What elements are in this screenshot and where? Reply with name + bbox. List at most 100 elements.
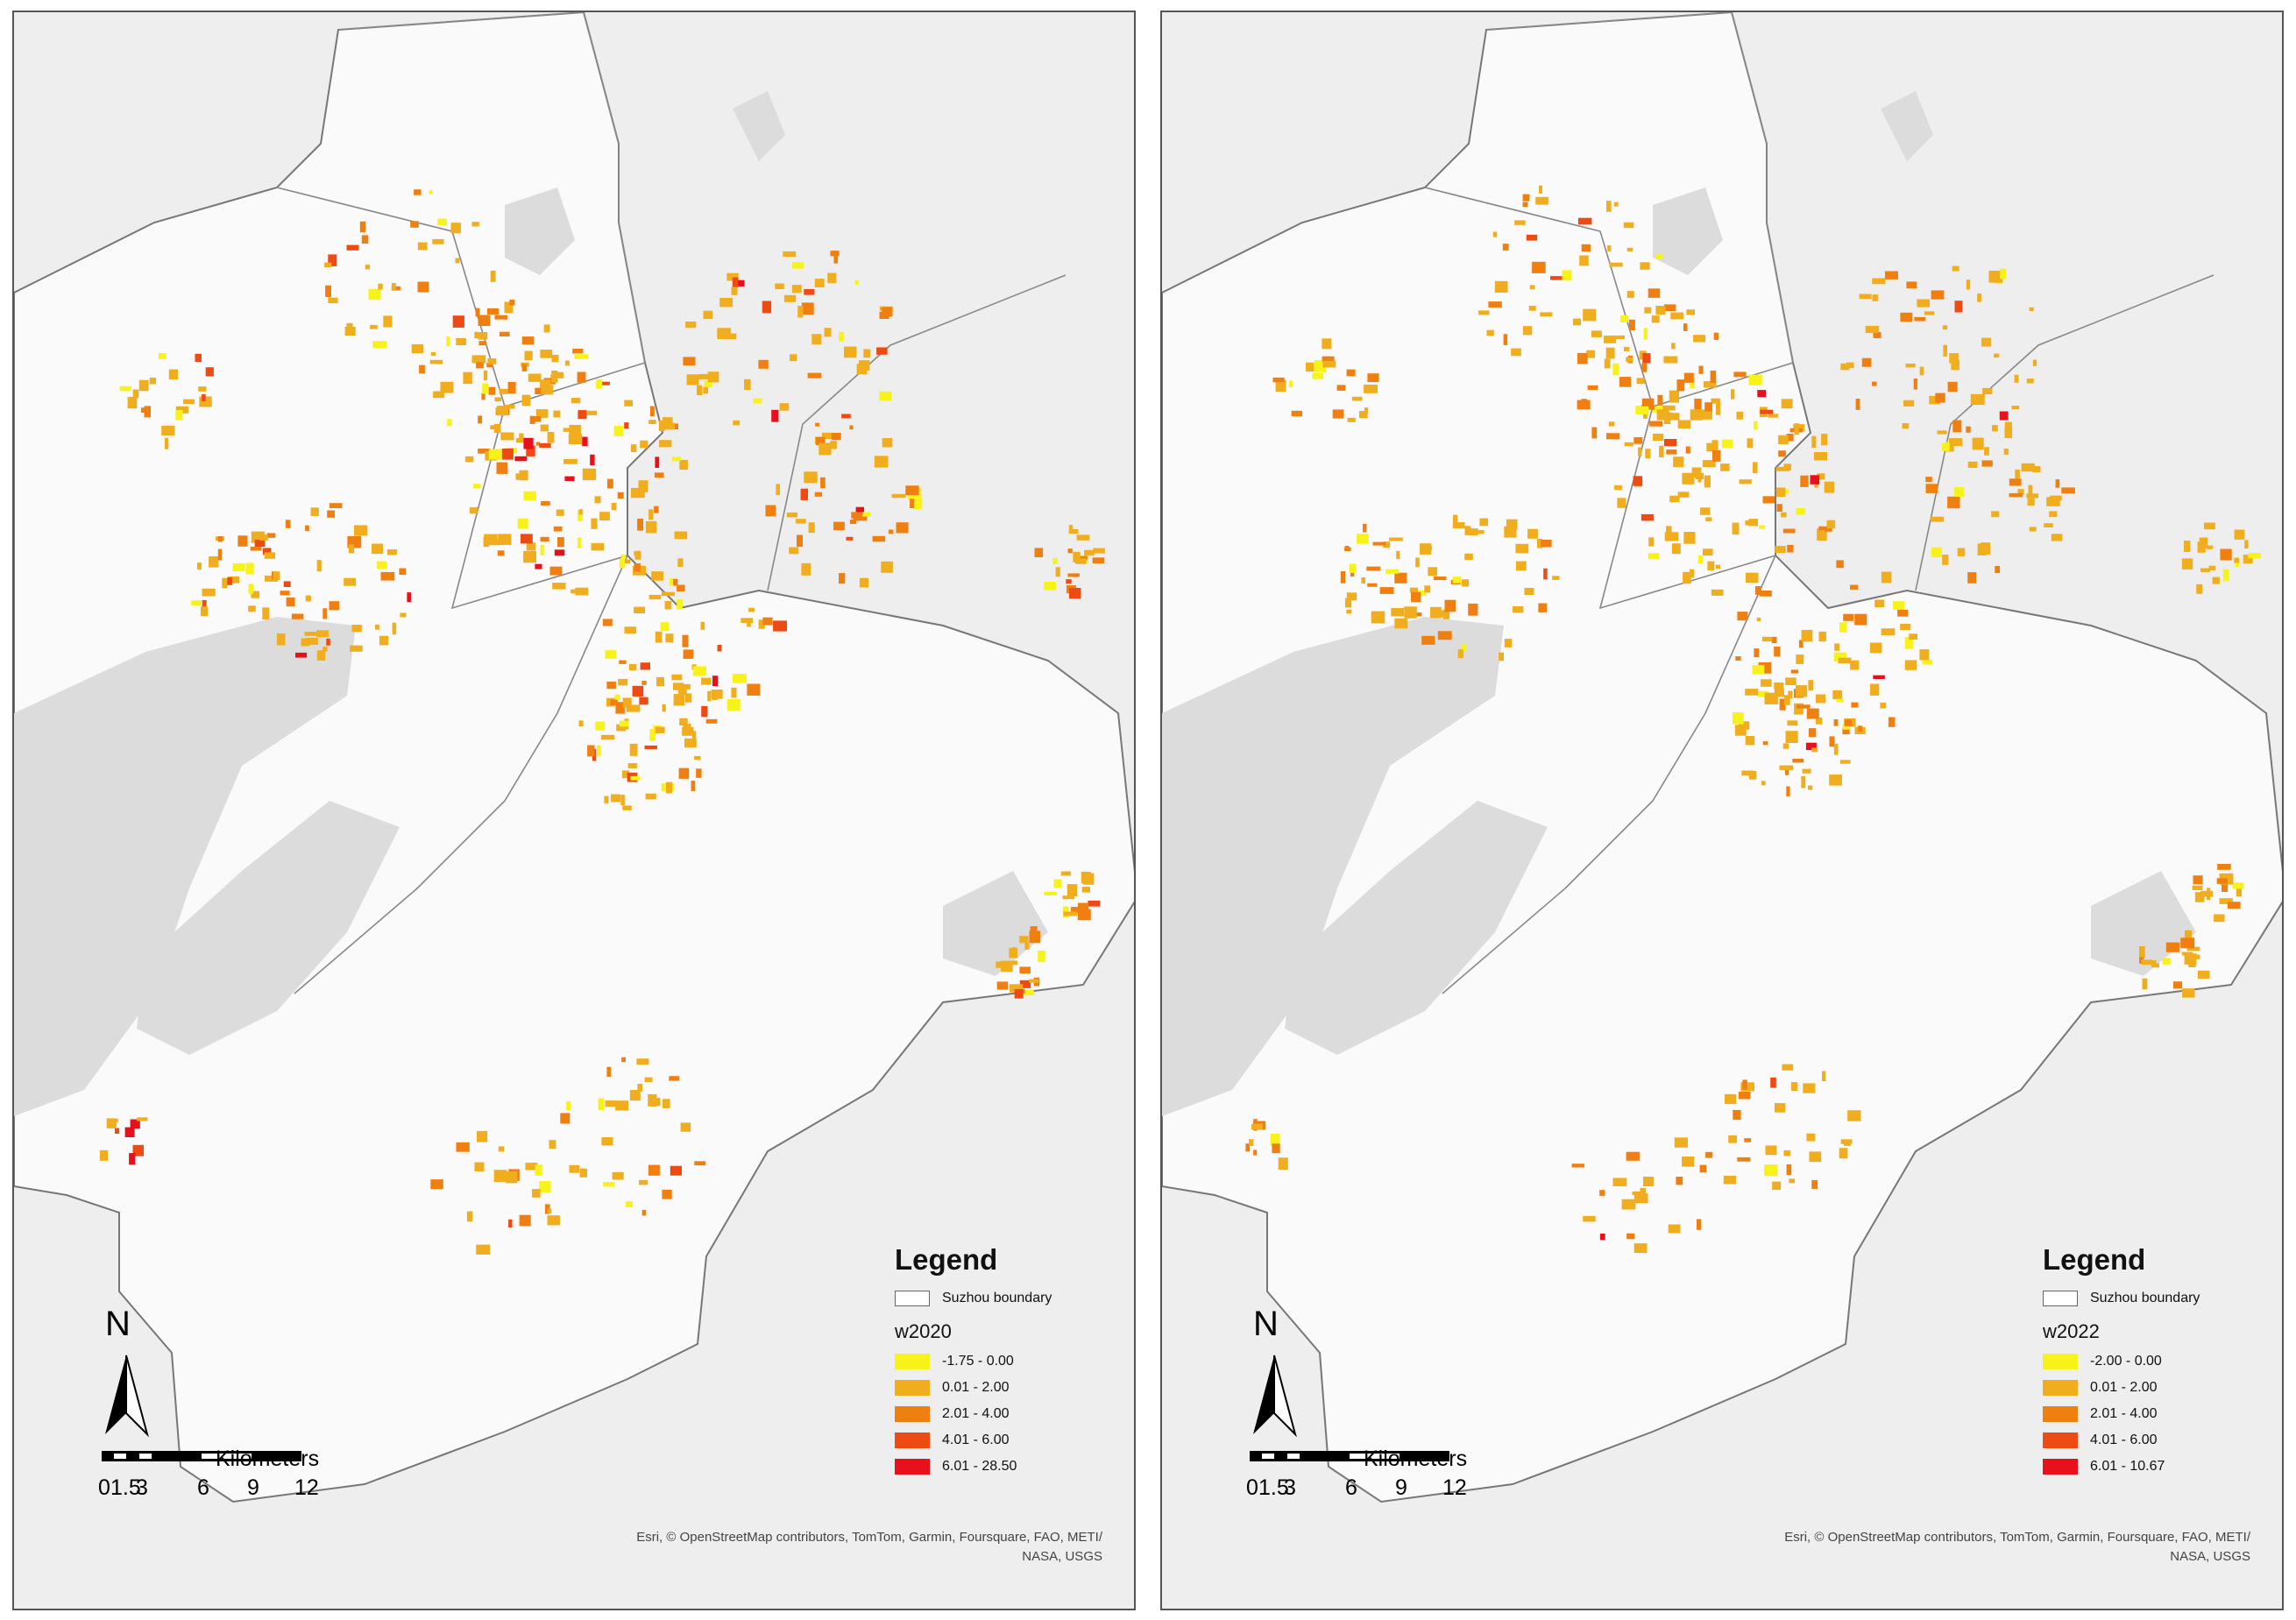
- parcel: [1038, 951, 1045, 963]
- parcel: [644, 1077, 653, 1083]
- parcel: [1741, 770, 1754, 776]
- parcel: [996, 961, 1010, 968]
- parcel: [1821, 434, 1828, 446]
- parcel: [1745, 736, 1755, 746]
- parcel: [833, 521, 845, 531]
- parcel: [535, 563, 542, 569]
- parcel: [430, 351, 436, 357]
- north-arrow-icon: N: [95, 1305, 156, 1445]
- parcel: [2028, 485, 2033, 496]
- parcel: [578, 509, 583, 521]
- map-canvas[interactable]: [1162, 12, 2284, 1610]
- parcel: [1764, 1164, 1778, 1177]
- parcel: [2192, 885, 2203, 890]
- parcel: [1604, 336, 1617, 343]
- parcel: [853, 512, 868, 521]
- parcel: [1606, 201, 1612, 212]
- parcel: [1669, 495, 1680, 503]
- parcel: [846, 536, 854, 541]
- parcel: [1683, 532, 1696, 544]
- map-panel-2022[interactable]: Legend Suzhou boundary w2022 -2.00 - 0.0…: [1160, 11, 2284, 1610]
- parcel: [1757, 390, 1766, 398]
- parcel: [1245, 1143, 1251, 1152]
- parcel: [1083, 873, 1095, 885]
- parcel: [547, 1208, 552, 1213]
- parcel: [1782, 1064, 1794, 1071]
- parcel: [1704, 475, 1711, 488]
- parcel: [2233, 882, 2244, 889]
- parcel: [1562, 270, 1572, 281]
- parcel: [524, 350, 533, 361]
- map-canvas[interactable]: [14, 12, 1136, 1610]
- parcel: [1929, 395, 1940, 405]
- parcel: [1981, 337, 1992, 347]
- parcel: [1833, 719, 1839, 726]
- parcel: [862, 512, 871, 517]
- parcel: [833, 253, 838, 264]
- parcel: [1782, 743, 1789, 749]
- parcel: [1690, 378, 1695, 389]
- parcel: [1479, 518, 1488, 527]
- parcel: [1742, 1079, 1747, 1090]
- parcel: [2032, 359, 2037, 366]
- parcel: [1075, 558, 1087, 564]
- district-boundary: [1442, 555, 1776, 994]
- legend-class-label: -2.00 - 0.00: [2090, 1354, 2162, 1369]
- parcel: [1587, 385, 1598, 390]
- parcel: [2216, 878, 2228, 884]
- parcel: [1686, 309, 1695, 315]
- parcel: [1077, 909, 1091, 921]
- parcel: [839, 331, 844, 342]
- parcel: [1272, 1143, 1280, 1154]
- parcel: [1502, 244, 1509, 251]
- legend-class-label: -1.75 - 0.00: [942, 1354, 1014, 1369]
- parcel: [814, 492, 822, 497]
- parcel: [379, 635, 389, 646]
- parcel: [1513, 606, 1524, 613]
- parcel: [1914, 316, 1926, 322]
- parcel: [455, 258, 460, 264]
- parcel: [1522, 194, 1530, 202]
- parcel: [1322, 338, 1332, 350]
- parcel: [129, 1153, 136, 1165]
- parcel: [1067, 884, 1077, 896]
- parcel: [516, 438, 528, 443]
- parcel: [1609, 262, 1623, 267]
- parcel: [1902, 423, 1910, 429]
- legend: Legend Suzhou boundary w2020 -1.75 - 0.0…: [895, 1243, 1131, 1480]
- parcel: [621, 770, 630, 779]
- parcel: [996, 981, 1009, 990]
- water-body: [943, 871, 1048, 976]
- parcel: [2194, 892, 2205, 902]
- parcel: [1779, 765, 1794, 770]
- parcel: [1948, 438, 1963, 446]
- parcel: [1761, 636, 1772, 642]
- parcel: [477, 1130, 488, 1142]
- parcel: [1736, 411, 1743, 420]
- parcel: [1881, 628, 1896, 636]
- district-boundary: [1915, 274, 2215, 591]
- parcel: [856, 364, 868, 375]
- parcel: [1776, 504, 1782, 512]
- parcel: [622, 805, 632, 810]
- parcel: [1711, 450, 1721, 462]
- parcel: [791, 285, 802, 294]
- parcel: [801, 562, 811, 576]
- parcel: [564, 360, 570, 366]
- map-panel-2020[interactable]: Legend Suzhou boundary w2020 -1.75 - 0.0…: [12, 11, 1136, 1610]
- parcel: [649, 1098, 661, 1107]
- parcel: [704, 380, 712, 388]
- parcel: [659, 440, 672, 448]
- parcel: [1379, 587, 1394, 594]
- parcel: [582, 468, 597, 481]
- parcel: [1029, 979, 1038, 983]
- parcel: [1818, 631, 1826, 642]
- parcel: [2004, 421, 2012, 431]
- parcel: [2015, 469, 2020, 479]
- parcel: [1905, 364, 1916, 368]
- parcel: [1081, 887, 1090, 893]
- parcel: [624, 400, 633, 407]
- parcel: [747, 622, 751, 627]
- parcel: [1662, 405, 1676, 411]
- parcel: [1022, 989, 1034, 996]
